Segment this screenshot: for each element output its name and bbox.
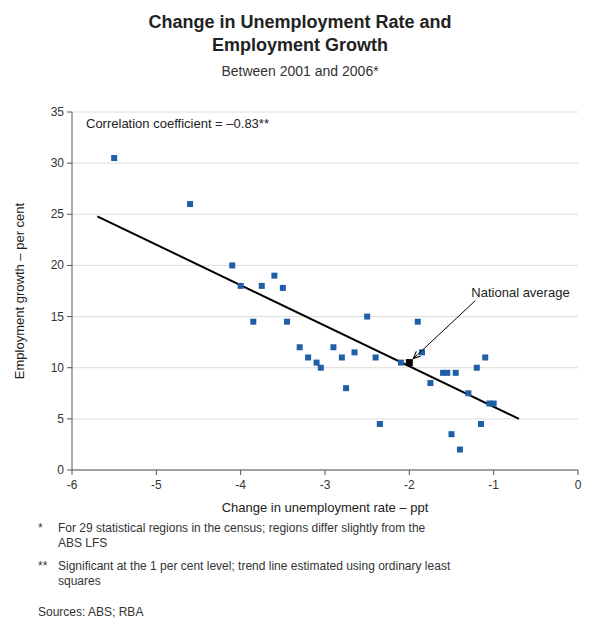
y-axis-line [72, 112, 73, 470]
background [0, 0, 600, 639]
title: Employment Growth [212, 35, 388, 55]
footnote-symbol: * [38, 521, 43, 535]
tick [325, 470, 326, 475]
footnote: ABS LFS [58, 536, 107, 550]
tick [409, 470, 410, 475]
annotation: National average [471, 285, 569, 300]
tick [67, 214, 72, 215]
tick [156, 470, 157, 475]
grid-line [72, 418, 578, 419]
tick [67, 470, 72, 471]
tick [578, 470, 579, 475]
point [406, 359, 413, 366]
point [259, 283, 265, 289]
grid-line [72, 265, 578, 266]
point [284, 319, 290, 325]
point [297, 344, 303, 350]
chart: Change in Unemployment Rate and Employmen… [0, 0, 600, 639]
grid-line [72, 112, 578, 113]
tick-label: -2 [404, 478, 415, 492]
point [444, 370, 450, 376]
point [415, 319, 421, 325]
point [364, 314, 370, 320]
footnote-symbol: ** [38, 559, 48, 573]
subtitle: Between 2001 and 2006* [221, 63, 379, 79]
tick [72, 470, 73, 475]
point [280, 285, 286, 291]
grid-line [72, 214, 578, 215]
point [330, 344, 336, 350]
point [352, 349, 358, 355]
point [111, 155, 117, 161]
point [377, 421, 383, 427]
x-axis-label: Change in unemployment rate – ppt [222, 500, 429, 515]
tick-label: 5 [57, 412, 64, 426]
tick-label: -1 [488, 478, 499, 492]
point [271, 273, 277, 279]
correlation-text: Correlation coefficient = –0.83** [86, 116, 269, 131]
point [465, 390, 471, 396]
x-axis-line [72, 470, 578, 471]
tick [240, 470, 241, 475]
source: Sources: ABS; RBA [38, 605, 143, 619]
point [482, 354, 488, 360]
point [449, 431, 455, 437]
point [474, 365, 480, 371]
footnote: Significant at the 1 per cent level; tre… [58, 559, 451, 573]
footnote: squares [58, 574, 101, 588]
point [343, 385, 349, 391]
point [238, 283, 244, 289]
point [427, 380, 433, 386]
axes: 0 5 10 15 20 25 30 35 -6 -5 -4 -3 -2 -1 0 [51, 105, 582, 492]
tick-label: 10 [51, 361, 65, 375]
title: Change in Unemployment Rate and [148, 12, 451, 32]
tick-label: 30 [51, 156, 65, 170]
tick-label: 0 [57, 463, 64, 477]
tick-label: -4 [235, 478, 246, 492]
point [373, 354, 379, 360]
point [398, 360, 404, 366]
grid-line [72, 163, 578, 164]
point [478, 421, 484, 427]
tick [67, 112, 72, 113]
point [339, 354, 345, 360]
trend-line [97, 216, 519, 419]
plot-area [97, 155, 519, 453]
tick-label: -6 [67, 478, 78, 492]
tick [67, 367, 72, 368]
point [318, 365, 324, 371]
grid-line [72, 470, 578, 471]
tick-label: 25 [51, 207, 65, 221]
tick [67, 418, 72, 419]
point [229, 262, 235, 268]
tick [67, 163, 72, 164]
tick-label: 20 [51, 258, 65, 272]
y-axis-label: Employment growth – per cent [12, 202, 27, 379]
tick [67, 316, 72, 317]
tick [67, 265, 72, 266]
point [305, 354, 311, 360]
tick-label: -5 [151, 478, 162, 492]
annotation-arrow [413, 301, 475, 359]
point [250, 319, 256, 325]
point [491, 401, 497, 407]
tick-label: 0 [575, 478, 582, 492]
tick [493, 470, 494, 475]
point [457, 447, 463, 453]
grid-line [72, 367, 578, 368]
tick-label: -3 [320, 478, 331, 492]
footnote: For 29 statistical regions in the census… [58, 521, 426, 535]
grid-line [72, 316, 578, 317]
tick-label: 15 [51, 310, 65, 324]
point [187, 201, 193, 207]
point [314, 360, 320, 366]
point [453, 370, 459, 376]
tick-label: 35 [51, 105, 65, 119]
